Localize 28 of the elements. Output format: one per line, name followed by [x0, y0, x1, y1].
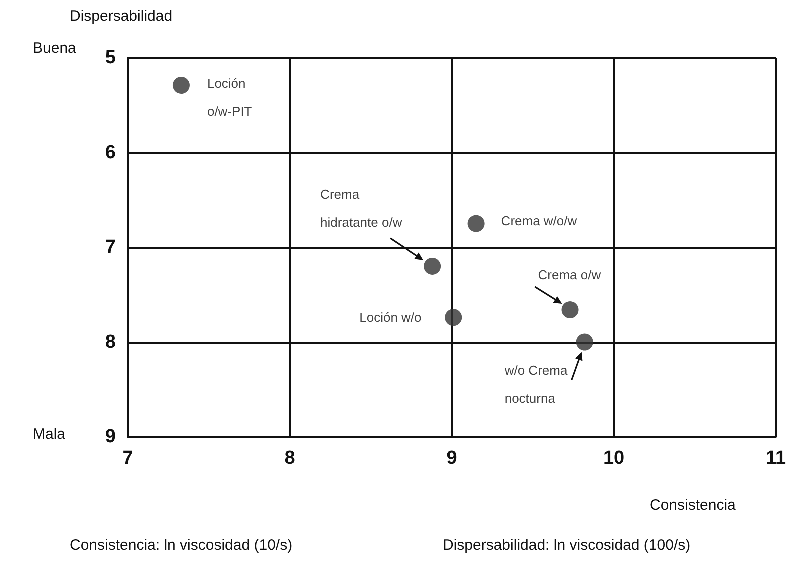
y-axis-title: Dispersabilidad [70, 8, 173, 25]
point [562, 302, 579, 319]
point [445, 309, 462, 326]
x-tick-label: 8 [284, 448, 296, 469]
series-label: Crema w/o/w [501, 213, 578, 228]
y-tick-label: 6 [105, 142, 116, 164]
y-tick-label: 7 [105, 237, 116, 258]
text: Crema o/w [538, 268, 602, 283]
y-tick-label: 9 [105, 426, 116, 448]
y-tick-label: 5 [105, 48, 116, 68]
series-label: Loción w/o [360, 310, 422, 326]
y-tick-label: 8 [105, 332, 116, 353]
text: Consistencia: ln viscosidad (10/s) [70, 537, 293, 554]
point [468, 215, 485, 232]
point [424, 258, 442, 275]
x-tick-label: 10 [603, 448, 625, 469]
x-tick-label: 7 [122, 448, 134, 469]
text: Crema hidratante o/w [320, 186, 403, 230]
x-tick-label: 11 [766, 448, 786, 469]
series-label: w/o Crema nocturna [504, 362, 572, 406]
text: Dispersabilidad: ln viscosidad (100/s) [443, 537, 691, 554]
point [576, 334, 594, 351]
point [172, 76, 190, 94]
series-label: Loción o/w-PIT [207, 76, 252, 119]
x-axis-title: Consistencia [650, 497, 737, 514]
text: Mala [33, 426, 66, 443]
text: Buena [33, 40, 78, 57]
x-tick-label: 9 [446, 448, 458, 469]
